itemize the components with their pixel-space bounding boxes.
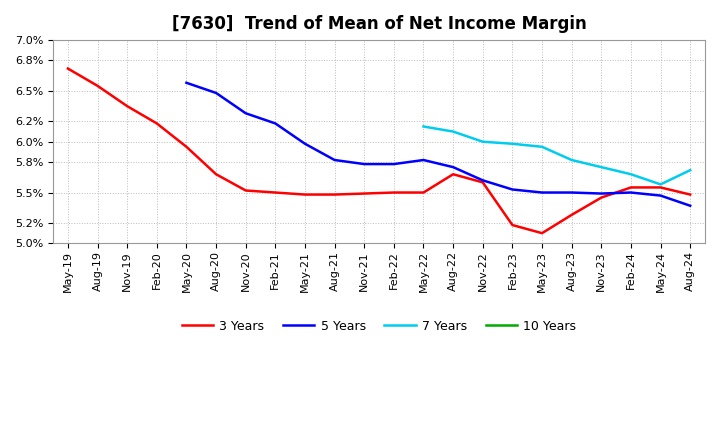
5 Years: [360, 161, 369, 167]
3 Years: [479, 180, 487, 185]
Line: 5 Years: 5 Years: [186, 83, 690, 206]
7 Years: [479, 139, 487, 144]
Title: [7630]  Trend of Mean of Net Income Margin: [7630] Trend of Mean of Net Income Margi…: [171, 15, 586, 33]
5 Years: [271, 121, 279, 126]
5 Years: [241, 110, 250, 116]
3 Years: [63, 66, 72, 71]
3 Years: [390, 190, 398, 195]
3 Years: [93, 83, 102, 88]
7 Years: [538, 144, 546, 150]
5 Years: [212, 90, 220, 95]
5 Years: [626, 190, 635, 195]
5 Years: [182, 80, 191, 85]
3 Years: [538, 231, 546, 236]
5 Years: [301, 141, 310, 147]
3 Years: [182, 144, 191, 150]
5 Years: [538, 190, 546, 195]
3 Years: [301, 192, 310, 197]
7 Years: [567, 158, 576, 163]
3 Years: [212, 172, 220, 177]
3 Years: [241, 188, 250, 193]
3 Years: [153, 121, 161, 126]
3 Years: [567, 212, 576, 217]
3 Years: [330, 192, 339, 197]
Line: 3 Years: 3 Years: [68, 69, 690, 233]
3 Years: [508, 222, 517, 227]
3 Years: [597, 195, 606, 200]
5 Years: [479, 178, 487, 183]
3 Years: [686, 192, 695, 197]
5 Years: [508, 187, 517, 192]
5 Years: [656, 193, 665, 198]
7 Years: [449, 129, 457, 134]
5 Years: [419, 158, 428, 163]
7 Years: [419, 124, 428, 129]
5 Years: [567, 190, 576, 195]
3 Years: [123, 103, 132, 109]
3 Years: [271, 190, 279, 195]
5 Years: [330, 158, 339, 163]
3 Years: [626, 185, 635, 190]
5 Years: [449, 165, 457, 170]
7 Years: [508, 141, 517, 147]
Legend: 3 Years, 5 Years, 7 Years, 10 Years: 3 Years, 5 Years, 7 Years, 10 Years: [177, 315, 581, 337]
5 Years: [686, 203, 695, 209]
5 Years: [597, 191, 606, 196]
3 Years: [449, 172, 457, 177]
7 Years: [686, 168, 695, 173]
7 Years: [597, 165, 606, 170]
3 Years: [656, 185, 665, 190]
3 Years: [419, 190, 428, 195]
Line: 7 Years: 7 Years: [423, 126, 690, 184]
3 Years: [360, 191, 369, 196]
7 Years: [626, 172, 635, 177]
5 Years: [390, 161, 398, 167]
7 Years: [656, 182, 665, 187]
